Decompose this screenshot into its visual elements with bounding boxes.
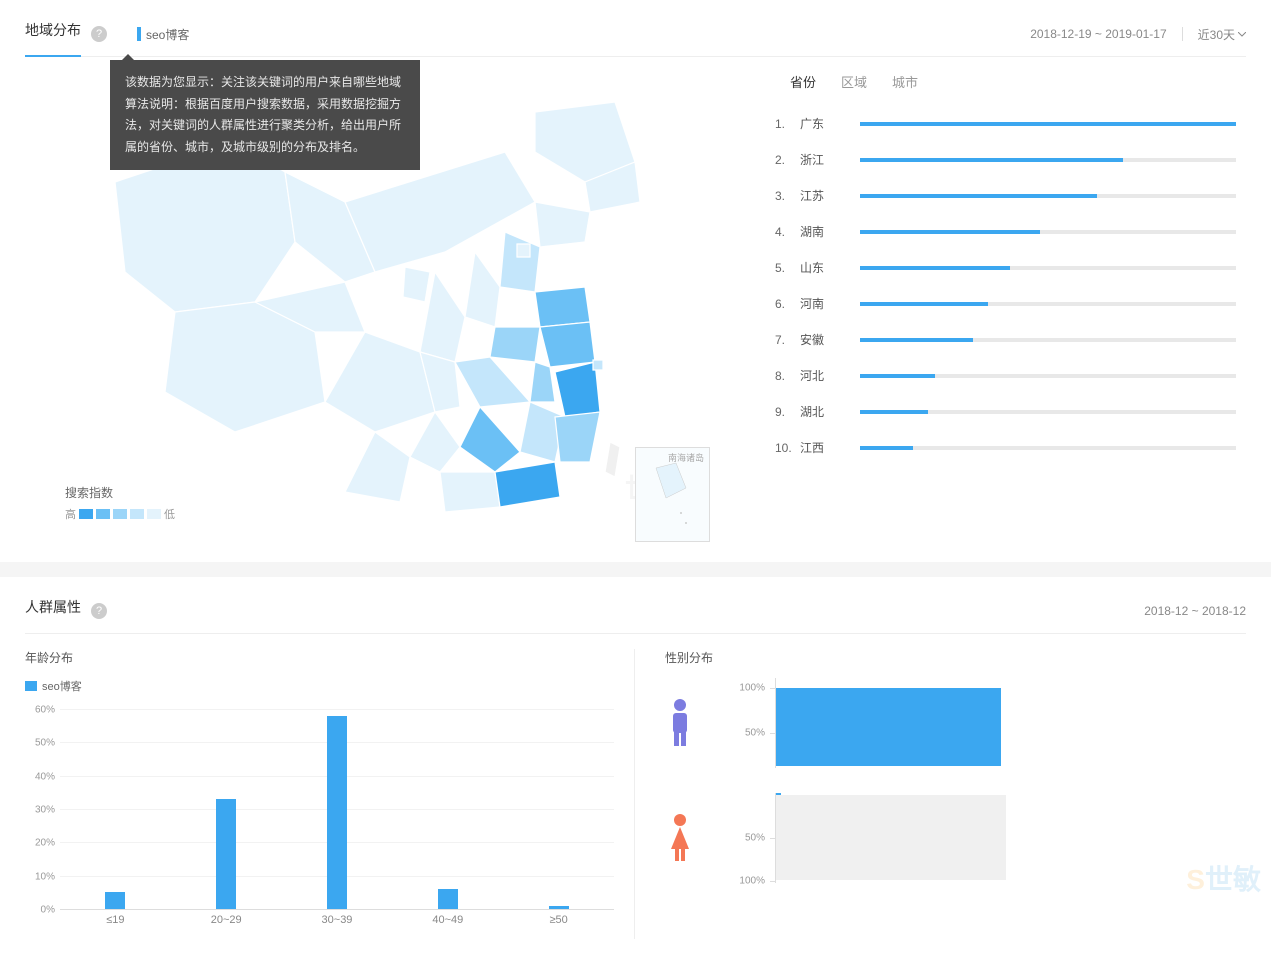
geo-title: 地域分布 [25, 20, 81, 48]
rank-row: 1.广东 [775, 115, 1236, 132]
rank-bar [860, 302, 988, 306]
rank-num: 1. [775, 117, 800, 131]
period-selector[interactable]: 近30天 [1198, 26, 1246, 43]
rank-bar [860, 338, 973, 342]
gender-title: 性别分布 [665, 649, 1246, 666]
rank-num: 7. [775, 333, 800, 347]
tab-city[interactable]: 城市 [892, 72, 918, 95]
gender-section: 性别分布 100% 50% 50% [635, 649, 1246, 939]
age-section: 年龄分布 seo博客 0%10%20%30%40%50%60% ≤1920~29… [25, 649, 635, 939]
rank-name: 广东 [800, 115, 860, 132]
rank-row: 4.湖南 [775, 223, 1236, 240]
chevron-down-icon [1238, 32, 1246, 37]
rank-name: 山东 [800, 259, 860, 276]
rank-bar [860, 446, 913, 450]
demo-panel: 人群属性 ? 2018-12 ~ 2018-12 年龄分布 seo博客 0%10… [0, 577, 1271, 959]
age-title: 年龄分布 [25, 649, 614, 666]
age-bar [216, 799, 236, 909]
rank-list: 1.广东2.浙江3.江苏4.湖南5.山东6.河南7.安徽8.河北9.湖北10.江… [775, 115, 1236, 456]
rank-bar [860, 122, 1236, 126]
female-icon [665, 813, 695, 863]
rank-name: 安徽 [800, 331, 860, 348]
rank-row: 3.江苏 [775, 187, 1236, 204]
rank-bar-wrap [860, 230, 1236, 234]
age-bar [438, 889, 458, 909]
rank-bar-wrap [860, 158, 1236, 162]
rank-tabs: 省份 区域 城市 [775, 72, 1236, 95]
male-block: 100% 50% [665, 678, 1246, 768]
geo-header: 地域分布 ? seo博客 2018-12-19 ~ 2019-01-17 近30… [25, 20, 1246, 57]
rank-num: 8. [775, 369, 800, 383]
age-xlabel: ≥50 [529, 914, 589, 926]
rank-bar-wrap [860, 374, 1236, 378]
rank-name: 江苏 [800, 187, 860, 204]
rank-bar [860, 230, 1040, 234]
rank-num: 6. [775, 297, 800, 311]
rank-name: 江西 [800, 439, 860, 456]
rank-num: 4. [775, 225, 800, 239]
rank-row: 2.浙江 [775, 151, 1236, 168]
geo-date-range: 2018-12-19 ~ 2019-01-17 [1030, 27, 1166, 41]
rank-bar [860, 266, 1010, 270]
rank-num: 3. [775, 189, 800, 203]
rank-row: 7.安徽 [775, 331, 1236, 348]
rank-row: 6.河南 [775, 295, 1236, 312]
divider [1182, 27, 1183, 41]
age-xlabel: 30~39 [307, 914, 367, 926]
rank-bar-wrap [860, 266, 1236, 270]
rank-row: 8.河北 [775, 367, 1236, 384]
rank-name: 湖北 [800, 403, 860, 420]
rank-num: 10. [775, 441, 800, 455]
rank-bar-wrap [860, 302, 1236, 306]
demo-title: 人群属性 [25, 597, 81, 625]
rank-name: 浙江 [800, 151, 860, 168]
rank-row: 5.山东 [775, 259, 1236, 276]
age-xlabel: 40~49 [418, 914, 478, 926]
male-icon [665, 698, 695, 748]
female-bg [776, 795, 1006, 880]
rank-row: 10.江西 [775, 439, 1236, 456]
female-bar [776, 793, 781, 795]
rank-bar-wrap [860, 122, 1236, 126]
rank-bar-wrap [860, 338, 1236, 342]
tab-region[interactable]: 区域 [841, 72, 867, 95]
geo-tooltip: 该数据为您显示：关注该关键词的用户来自哪些地域算法说明：根据百度用户搜索数据，采… [110, 60, 420, 170]
age-bar-chart: 0%10%20%30%40%50%60% ≤1920~2930~3940~49≥… [25, 709, 614, 939]
rank-bar-wrap [860, 446, 1236, 450]
age-xlabel: ≤19 [85, 914, 145, 926]
rank-num: 2. [775, 153, 800, 167]
rank-bar [860, 410, 928, 414]
rank-bar [860, 374, 935, 378]
rank-num: 5. [775, 261, 800, 275]
age-bar [327, 716, 347, 909]
keyword-tag: seo博客 [137, 26, 189, 43]
rank-name: 湖南 [800, 223, 860, 240]
help-icon[interactable]: ? [91, 26, 107, 42]
demo-date-range: 2018-12 ~ 2018-12 [1144, 604, 1246, 618]
demo-header: 人群属性 ? 2018-12 ~ 2018-12 [25, 597, 1246, 634]
rank-num: 9. [775, 405, 800, 419]
rank-name: 河北 [800, 367, 860, 384]
map-legend: 搜索指数 高 低 [65, 484, 175, 522]
rank-bar [860, 194, 1097, 198]
south-sea-inset: 南海诸岛 [635, 447, 710, 542]
rank-row: 9.湖北 [775, 403, 1236, 420]
male-bar [776, 688, 1001, 766]
tab-province[interactable]: 省份 [790, 72, 816, 95]
age-bar [549, 906, 569, 909]
help-icon[interactable]: ? [91, 603, 107, 619]
rank-bar-wrap [860, 194, 1236, 198]
rank-bar-wrap [860, 410, 1236, 414]
age-xlabel: 20~29 [196, 914, 256, 926]
rank-area: 省份 区域 城市 1.广东2.浙江3.江苏4.湖南5.山东6.河南7.安徽8.河… [745, 72, 1246, 542]
rank-name: 河南 [800, 295, 860, 312]
age-legend: seo博客 [25, 678, 614, 694]
geo-panel: 地域分布 ? seo博客 2018-12-19 ~ 2019-01-17 近30… [0, 0, 1271, 562]
age-bar [105, 892, 125, 909]
female-block: 50% 100% [665, 793, 1246, 883]
rank-bar [860, 158, 1123, 162]
